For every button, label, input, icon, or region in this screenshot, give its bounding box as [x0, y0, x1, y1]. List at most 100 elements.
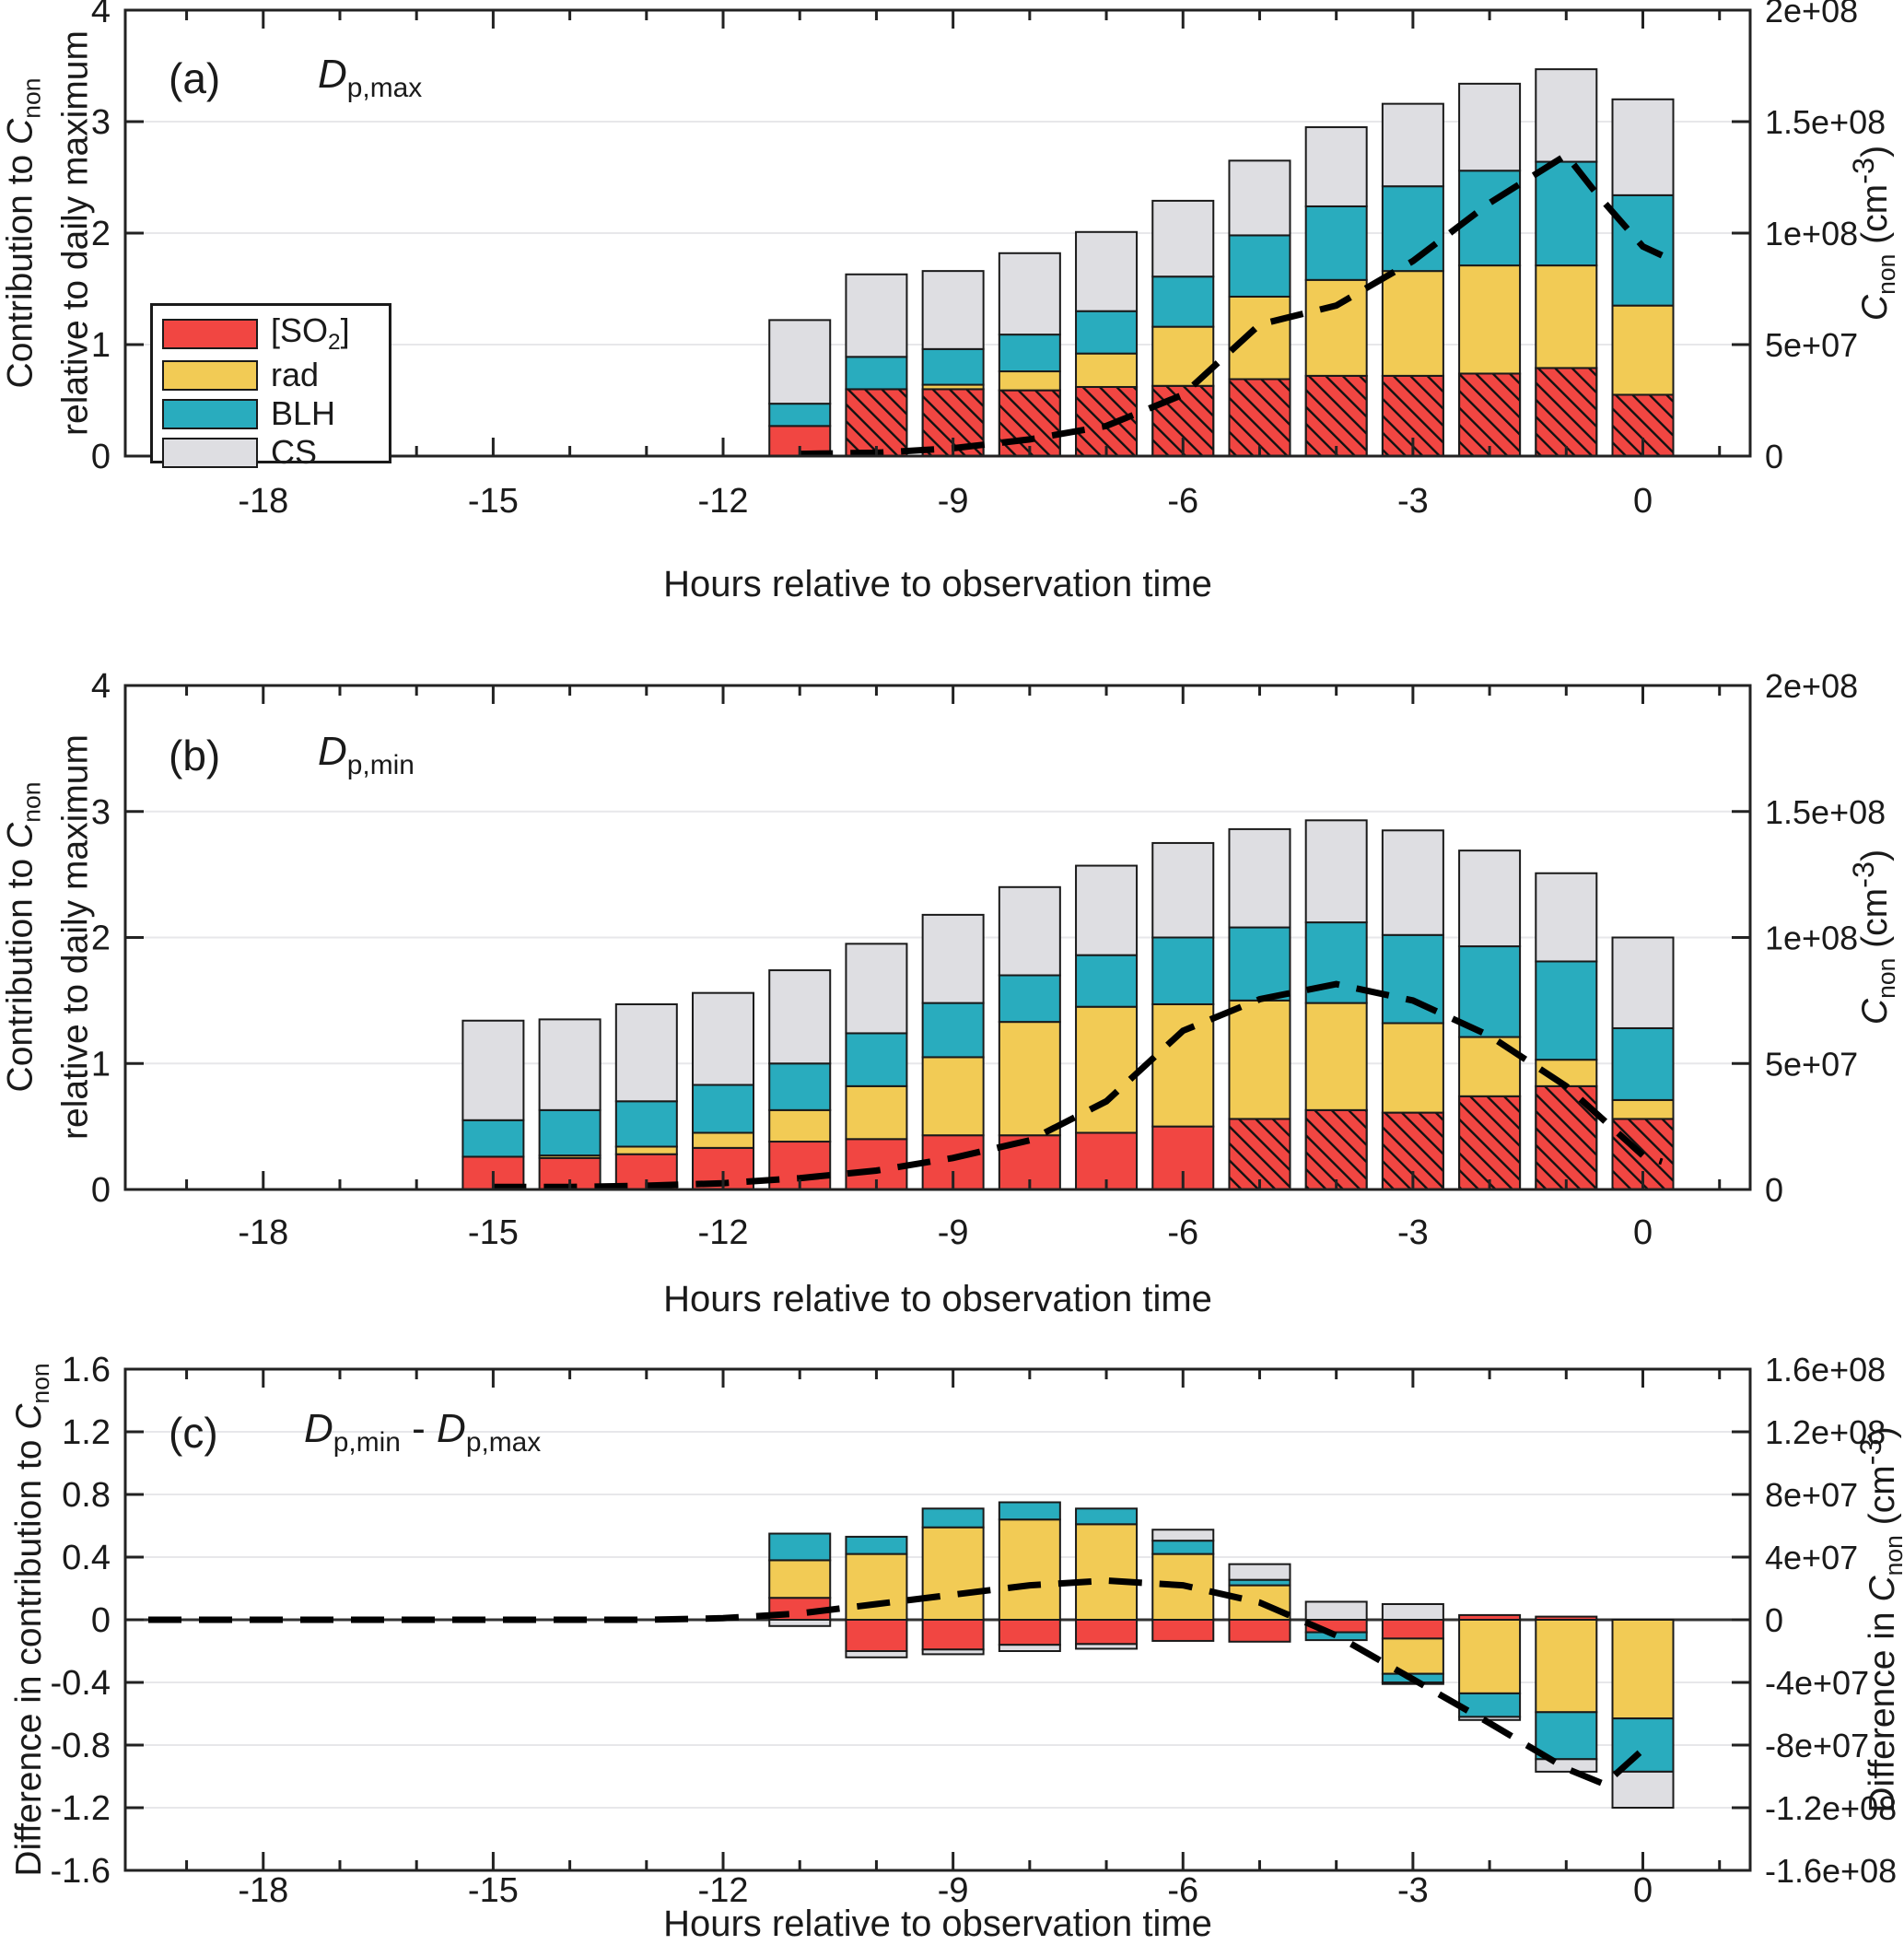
x-tick-label: 0: [1633, 1213, 1653, 1252]
y-tick-label-right: 1.2e+08: [1765, 1413, 1886, 1451]
bar-segment-rad: [1228, 295, 1291, 381]
bar-segment-rad: [921, 1056, 985, 1137]
cnon-dashed-line: [800, 150, 1664, 458]
bar-segment-cs: [921, 270, 985, 350]
bar-segment-blh: [1381, 185, 1444, 273]
bar-segment-blh: [1075, 954, 1139, 1008]
bar-segment-blh: [692, 1084, 755, 1134]
bar-segment-blh: [768, 1062, 832, 1111]
bar-segment-blh: [461, 1119, 525, 1158]
bar-segment-cs: [768, 319, 832, 405]
bar-segment-cs: [538, 1018, 602, 1111]
y-tick-label-left: 1: [91, 326, 111, 365]
bar-segment-rad: [845, 1084, 908, 1141]
bar-segment-so2-hatch: [1458, 372, 1522, 457]
bar-segment-so2-hatch: [1535, 367, 1598, 457]
bar-segment-cs: [1611, 1770, 1675, 1810]
y-tick-label-right: 1e+08: [1765, 920, 1858, 957]
bar-segment-so2-hatch: [845, 388, 908, 457]
y-tick-label-left: 0: [91, 438, 111, 476]
x-tick-label: -3: [1397, 482, 1429, 521]
x-tick-label: 0: [1633, 1871, 1653, 1910]
bar-segment-blh: [921, 1507, 985, 1529]
bar-segment-so2: [998, 1619, 1061, 1646]
y-tick-label-left: 4: [91, 667, 111, 706]
bar-segment-cs: [1304, 126, 1368, 207]
y-tick-label-right: 2e+08: [1765, 667, 1858, 705]
y-tick-label-left: 0: [91, 1171, 111, 1210]
bar-segment-blh: [1535, 960, 1598, 1061]
bar-segment-so2-hatch: [1228, 1118, 1291, 1191]
y-tick-label-left: 3: [91, 103, 111, 142]
y-tick-label-right: 0: [1765, 1171, 1783, 1209]
bar-segment-blh: [1458, 1692, 1522, 1718]
bar-segment-cs: [1075, 230, 1139, 312]
x-tick-label: -18: [238, 1213, 288, 1252]
bar-segment-so2: [921, 1619, 985, 1651]
bar-segment-blh: [1228, 926, 1291, 1002]
bar-segment-rad: [998, 1518, 1061, 1621]
bar-segment-rad: [1304, 278, 1368, 377]
y-tick-label-right: 2e+08: [1765, 0, 1858, 29]
bar-segment-rad: [768, 1108, 832, 1143]
bar-segment-blh: [1611, 1026, 1675, 1101]
x-tick-label: -15: [468, 1871, 519, 1910]
bar-segment-so2: [1381, 1619, 1444, 1640]
bar-segment-cs: [1535, 872, 1598, 963]
bar-segment-blh: [845, 356, 908, 391]
bar-segment-cs: [461, 1019, 525, 1121]
bar-segment-so2-hatch: [1075, 385, 1139, 458]
x-tick-label: -6: [1167, 1871, 1198, 1910]
bar-segment-so2: [845, 1619, 908, 1652]
bar-segment-rad: [921, 1526, 985, 1621]
bar-segment-blh: [845, 1032, 908, 1087]
bar-segment-blh: [768, 403, 832, 428]
y-tick-label-right: 0: [1765, 438, 1783, 475]
y-tick-label-left: 0: [91, 1601, 111, 1640]
x-tick-label: -6: [1167, 1213, 1198, 1252]
x-tick-label: -12: [698, 1871, 749, 1910]
y-tick-label-right: -1.2e+08: [1765, 1789, 1897, 1827]
y-tick-label-right: 8e+07: [1765, 1476, 1858, 1514]
bar-segment-cs: [1535, 68, 1598, 163]
bar-segment-cs: [845, 1650, 908, 1658]
bar-segment-cs: [845, 943, 908, 1035]
x-tick-label: -9: [938, 482, 969, 521]
bar-segment-blh: [1075, 1507, 1139, 1526]
bar-segment-rad: [1535, 264, 1598, 369]
x-tick-label: 0: [1633, 482, 1653, 521]
bar-segment-rad: [1458, 264, 1522, 375]
bar-segment-blh: [1228, 234, 1291, 298]
y-tick-label-right: 5e+07: [1765, 326, 1858, 364]
y-tick-label-right: 1e+08: [1765, 215, 1858, 252]
bar-segment-cs: [845, 273, 908, 358]
bar-segment-cs: [768, 1619, 832, 1627]
y-tick-label-right: 1.5e+08: [1765, 793, 1886, 831]
bar-segment-cs: [1075, 1643, 1139, 1650]
bar-segment-cs: [1381, 102, 1444, 188]
y-tick-label-left: -1.2: [51, 1789, 111, 1828]
bar-segment-cs: [998, 885, 1061, 977]
bar-segment-blh: [921, 347, 985, 386]
bar-segment-rad: [998, 1021, 1061, 1137]
bar-segment-blh: [998, 1501, 1061, 1521]
bar-segment-cs: [1304, 819, 1368, 924]
bar-segment-cs: [921, 913, 985, 1004]
bar-segment-rad: [1228, 999, 1291, 1120]
bar-segment-blh: [998, 974, 1061, 1024]
x-tick-label: -3: [1397, 1213, 1429, 1252]
bar-segment-cs: [614, 1002, 678, 1103]
y-tick-label-right: 0: [1765, 1601, 1783, 1639]
bar-segment-blh: [921, 1002, 985, 1059]
x-tick-label: -3: [1397, 1871, 1429, 1910]
bar-segment-so2-hatch: [1304, 374, 1368, 458]
y-tick-label-right: 5e+07: [1765, 1045, 1858, 1083]
bar-segment-rad: [692, 1131, 755, 1149]
bar-segment-so2-hatch: [1228, 378, 1291, 458]
bar-segment-cs: [1151, 1529, 1215, 1542]
bar-segment-cs: [1458, 849, 1522, 948]
bar-segment-blh: [845, 1535, 908, 1555]
bar-segment-blh: [1535, 1711, 1598, 1761]
bar-segment-cs: [1611, 98, 1675, 196]
